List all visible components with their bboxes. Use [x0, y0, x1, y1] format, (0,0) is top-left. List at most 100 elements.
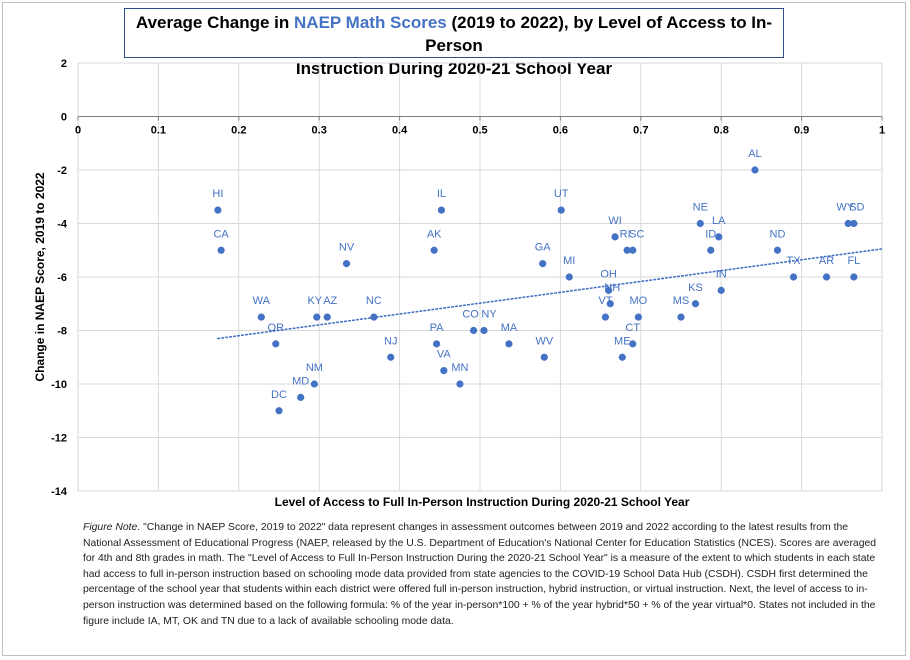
x-tick-label: 0.9	[794, 125, 809, 137]
data-point-sd	[850, 219, 858, 228]
point-label: FL	[847, 255, 860, 267]
trendline	[217, 248, 883, 340]
data-point-wv	[540, 353, 548, 361]
x-tick-label: 0.5	[472, 125, 487, 137]
point-label: OH	[600, 268, 617, 280]
data-point-nc	[370, 313, 378, 321]
data-point-md	[297, 393, 305, 401]
data-point-ms	[677, 313, 685, 321]
data-point-sc	[629, 246, 637, 254]
data-point-ar	[822, 273, 831, 281]
point-label: NE	[693, 202, 708, 214]
chart-title: Average Change in NAEP Math Scores (2019…	[124, 8, 784, 78]
axes: 2 0 -2 -4 -6 -8 -10 -12 -14 0 0.1 0.2 0.3 0.4 0.5 0.6 0.…	[51, 58, 885, 498]
title-line2: Instruction During 2020-21 School Year	[295, 59, 613, 78]
data-point-or	[272, 340, 280, 348]
y-tick-label: -12	[51, 433, 67, 445]
x-tick-label: 0	[75, 125, 81, 137]
point-label: UT	[554, 188, 569, 200]
y-tick-label: -8	[57, 326, 67, 338]
data-point-co	[469, 326, 478, 335]
point-label: TX	[787, 255, 802, 267]
data-point-ks	[691, 300, 700, 308]
data-point-dc	[275, 407, 283, 415]
data-point-fl	[850, 273, 858, 281]
point-label: MA	[501, 322, 518, 334]
point-label: SC	[629, 228, 644, 240]
point-label: DC	[271, 389, 287, 401]
y-tick-label: -6	[57, 272, 67, 284]
point-label: NM	[306, 362, 323, 374]
y-tick-label: -4	[57, 219, 68, 231]
data-point-pa	[432, 340, 441, 348]
data-point-wa	[257, 313, 265, 321]
y-tick-label: -14	[51, 486, 68, 498]
point-label: MO	[630, 295, 648, 307]
point-label: WI	[608, 215, 621, 227]
point-label: MD	[292, 375, 309, 387]
point-label: OR	[268, 322, 285, 334]
point-label: ND	[770, 228, 786, 240]
x-tick-label: 0.1	[151, 125, 166, 137]
data-point-ne	[696, 219, 704, 228]
title-highlight: NAEP Math Scores	[294, 13, 447, 32]
point-label: MN	[451, 362, 468, 374]
y-tick-label: -10	[51, 379, 67, 391]
point-label: AR	[819, 255, 834, 267]
data-point-ca	[217, 246, 225, 254]
point-label: KS	[688, 282, 703, 294]
data-point-ut	[557, 206, 565, 214]
data-point-nd	[773, 246, 782, 254]
point-label: ID	[705, 228, 716, 240]
x-tick-label: 1	[879, 125, 885, 137]
point-label: NH	[604, 282, 620, 294]
x-tick-label: 0.6	[553, 125, 568, 137]
point-label: WY	[836, 202, 854, 214]
point-label: NY	[481, 309, 497, 321]
point-label: WA	[253, 295, 271, 307]
point-label: ME	[614, 335, 631, 347]
point-label: NJ	[384, 335, 397, 347]
data-point-va	[440, 367, 448, 375]
data-point-ak	[430, 246, 438, 254]
y-tick-label: 0	[61, 112, 67, 124]
x-tick-label: 0.2	[231, 125, 246, 137]
point-label: MS	[673, 295, 690, 307]
data-point-mo	[634, 313, 642, 321]
point-label: WV	[535, 335, 553, 347]
data-point-in	[717, 286, 725, 294]
data-point-ga	[539, 260, 547, 268]
data-point-id	[707, 246, 715, 254]
point-label: GA	[535, 242, 552, 254]
title-part1: Average Change in	[135, 13, 295, 32]
data-point-mn	[456, 380, 464, 388]
point-label: MI	[563, 255, 575, 267]
point-label: CT	[625, 322, 640, 334]
x-tick-label: 0.4	[392, 125, 408, 137]
point-label: CO	[462, 309, 479, 321]
note-text: . "Change in NAEP Score, 2019 to 2022" d…	[83, 522, 877, 627]
data-point-ky	[313, 313, 321, 321]
point-label: KY	[307, 295, 322, 307]
y-tick-label: -2	[57, 165, 67, 177]
data-point-vt	[601, 313, 610, 321]
y-tick-label: 2	[61, 58, 67, 70]
data-point-wy	[844, 219, 852, 228]
data-point-tx	[789, 273, 798, 281]
point-label: IL	[437, 188, 446, 200]
data-point-mi	[565, 273, 573, 281]
data-point-wi	[611, 233, 619, 241]
data-point-ct	[629, 340, 637, 348]
point-label: CA	[213, 228, 229, 240]
note-label: Figure Note	[83, 522, 138, 533]
data-point-ny	[480, 326, 488, 335]
x-axis-label: Level of Access to Full In-Person Instru…	[275, 495, 690, 509]
data-point-nv	[342, 260, 351, 268]
point-label: VA	[437, 349, 452, 361]
title-part3: (2019 to 2022), by Level of Access to In…	[425, 13, 773, 55]
point-label: RI	[620, 228, 631, 240]
point-label: AL	[748, 148, 761, 160]
